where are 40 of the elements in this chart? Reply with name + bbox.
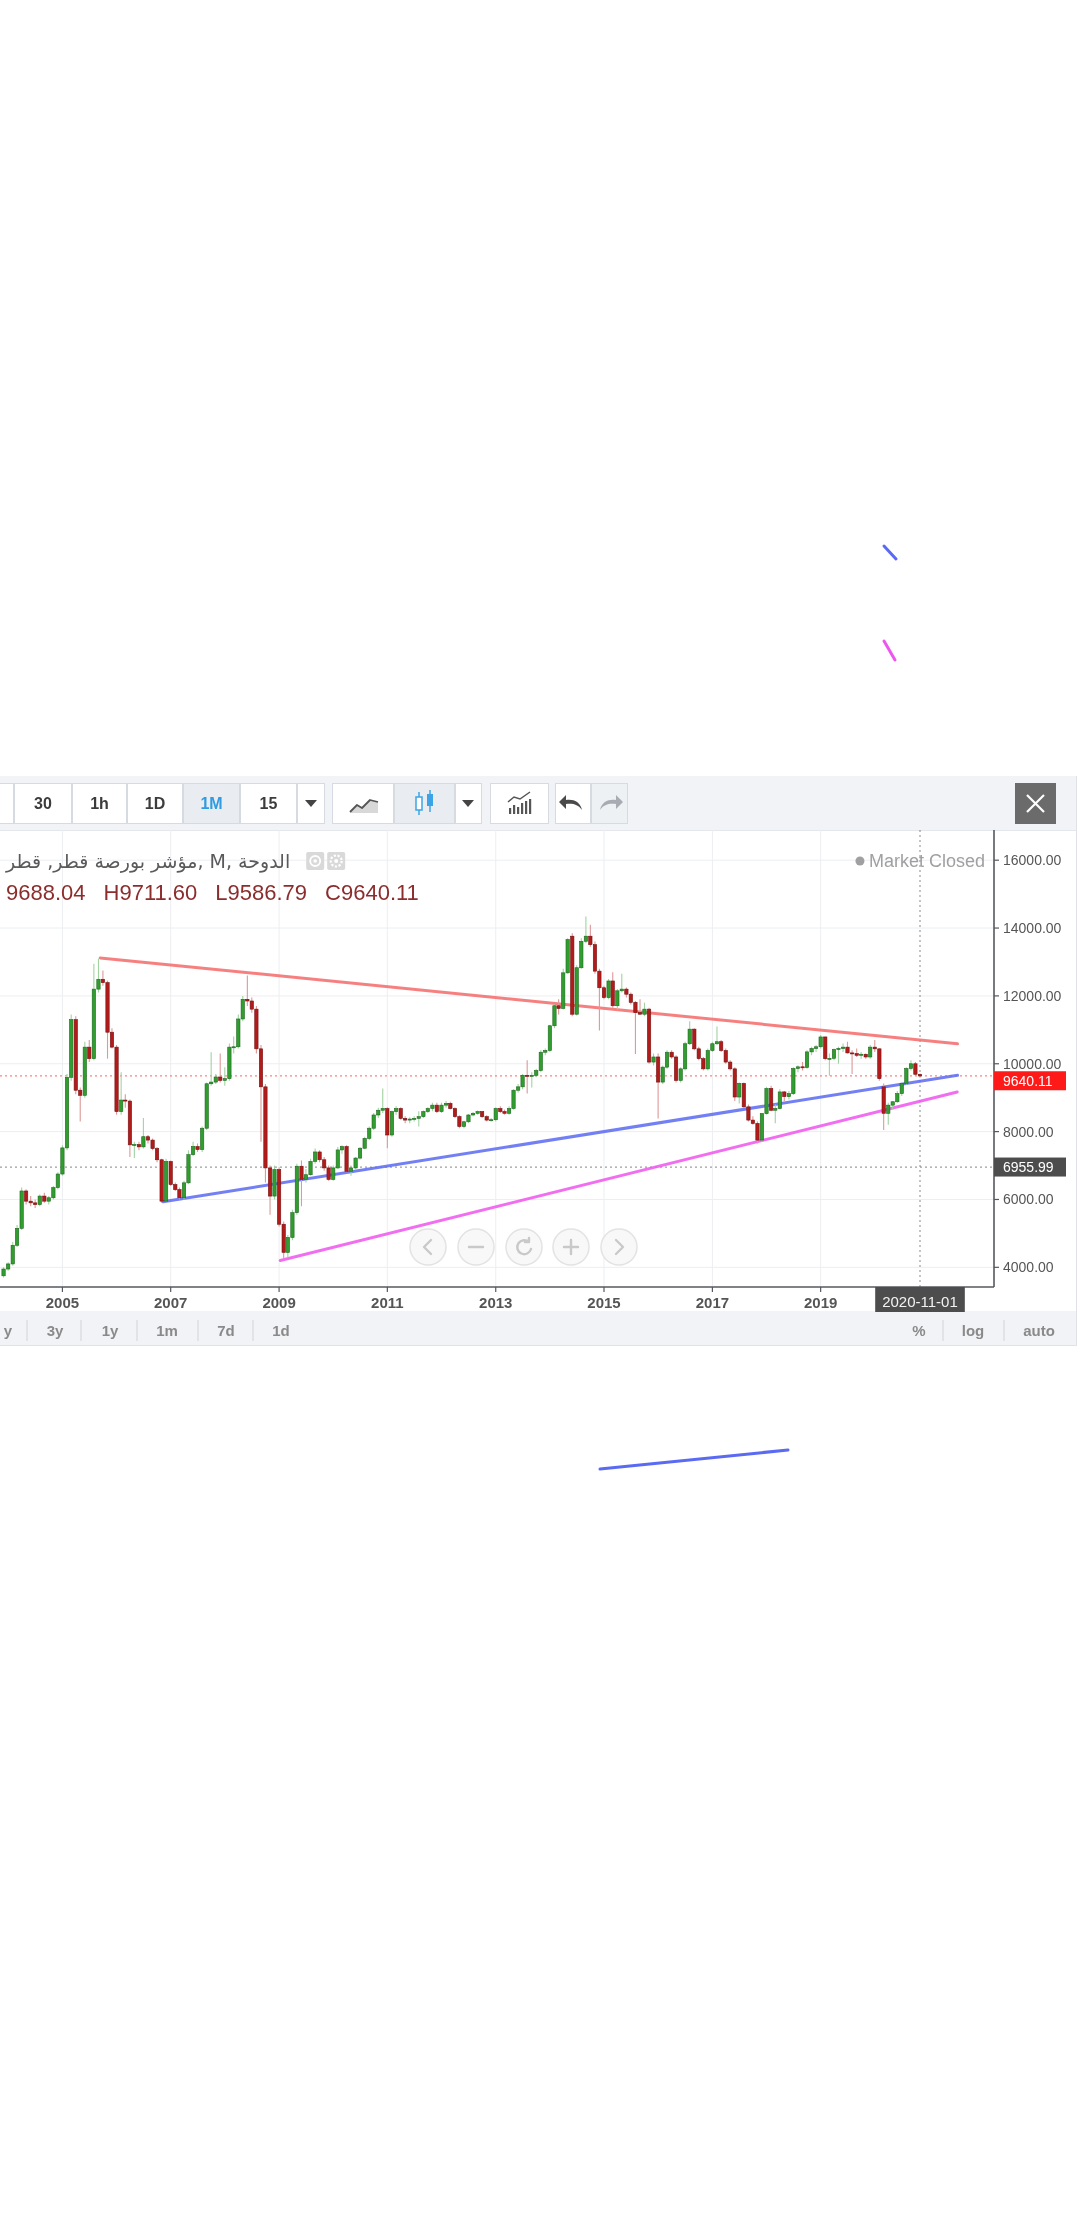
annotation: 7d bbox=[217, 1321, 235, 1339]
title: مؤشر بورصة قطر, قطر, M, الدوحة bbox=[6, 850, 291, 872]
y-tick-label: 10000.00 bbox=[1003, 1055, 1062, 1072]
annotation: 1D bbox=[144, 794, 166, 812]
ref-line-label: 2020-11-01 bbox=[882, 1292, 958, 1310]
annotation: 3y bbox=[46, 1321, 64, 1339]
annotation: L9586.79 bbox=[215, 879, 308, 905]
x-tick-label: 2009 bbox=[262, 1293, 296, 1311]
annotation: C9640.11 bbox=[325, 879, 419, 905]
annotation: Market Closed bbox=[868, 851, 985, 871]
ref-label: 2020-11-01 bbox=[875, 1287, 965, 1312]
x-tick-label: 2017 bbox=[695, 1293, 730, 1311]
annotation: 30 bbox=[34, 794, 52, 812]
y-tick-label: 16000.00 bbox=[1003, 852, 1062, 869]
x-tick-label: 2013 bbox=[479, 1293, 513, 1311]
y-tick-label: 8000.00 bbox=[1003, 1123, 1054, 1140]
annotation: 1M bbox=[200, 794, 223, 812]
annotation: % bbox=[912, 1321, 926, 1339]
x-tick-label: 2005 bbox=[45, 1293, 80, 1311]
ref-line-label: 6955.99 bbox=[1003, 1159, 1054, 1176]
annotation: 1m bbox=[156, 1321, 178, 1339]
x-tick-label: 2019 bbox=[803, 1293, 838, 1311]
ref-label: 9640.11 bbox=[994, 1071, 1066, 1091]
annotation: log bbox=[961, 1321, 985, 1339]
annotation: H9711.60 bbox=[103, 879, 198, 905]
x-tick-label: 2011 bbox=[371, 1293, 404, 1311]
y-tick-label: 12000.00 bbox=[1003, 987, 1062, 1004]
annotation: 1d bbox=[272, 1321, 290, 1339]
y-tick-label: 14000.00 bbox=[1003, 920, 1062, 937]
y-tick-label: 6000.00 bbox=[1003, 1191, 1054, 1208]
x-tick-label: 2007 bbox=[154, 1293, 188, 1311]
annotation: y bbox=[3, 1321, 13, 1339]
annotation: 15 bbox=[259, 794, 278, 812]
annotation: 1y bbox=[101, 1321, 119, 1339]
annotation: auto bbox=[1023, 1321, 1055, 1339]
annotation: 1h bbox=[90, 794, 109, 812]
x-tick-label: 2015 bbox=[587, 1293, 621, 1311]
ref-line-label: 9640.11 bbox=[1003, 1072, 1053, 1089]
y-tick-label: 4000.00 bbox=[1003, 1259, 1054, 1276]
annotation: 9688.04 bbox=[6, 879, 86, 905]
